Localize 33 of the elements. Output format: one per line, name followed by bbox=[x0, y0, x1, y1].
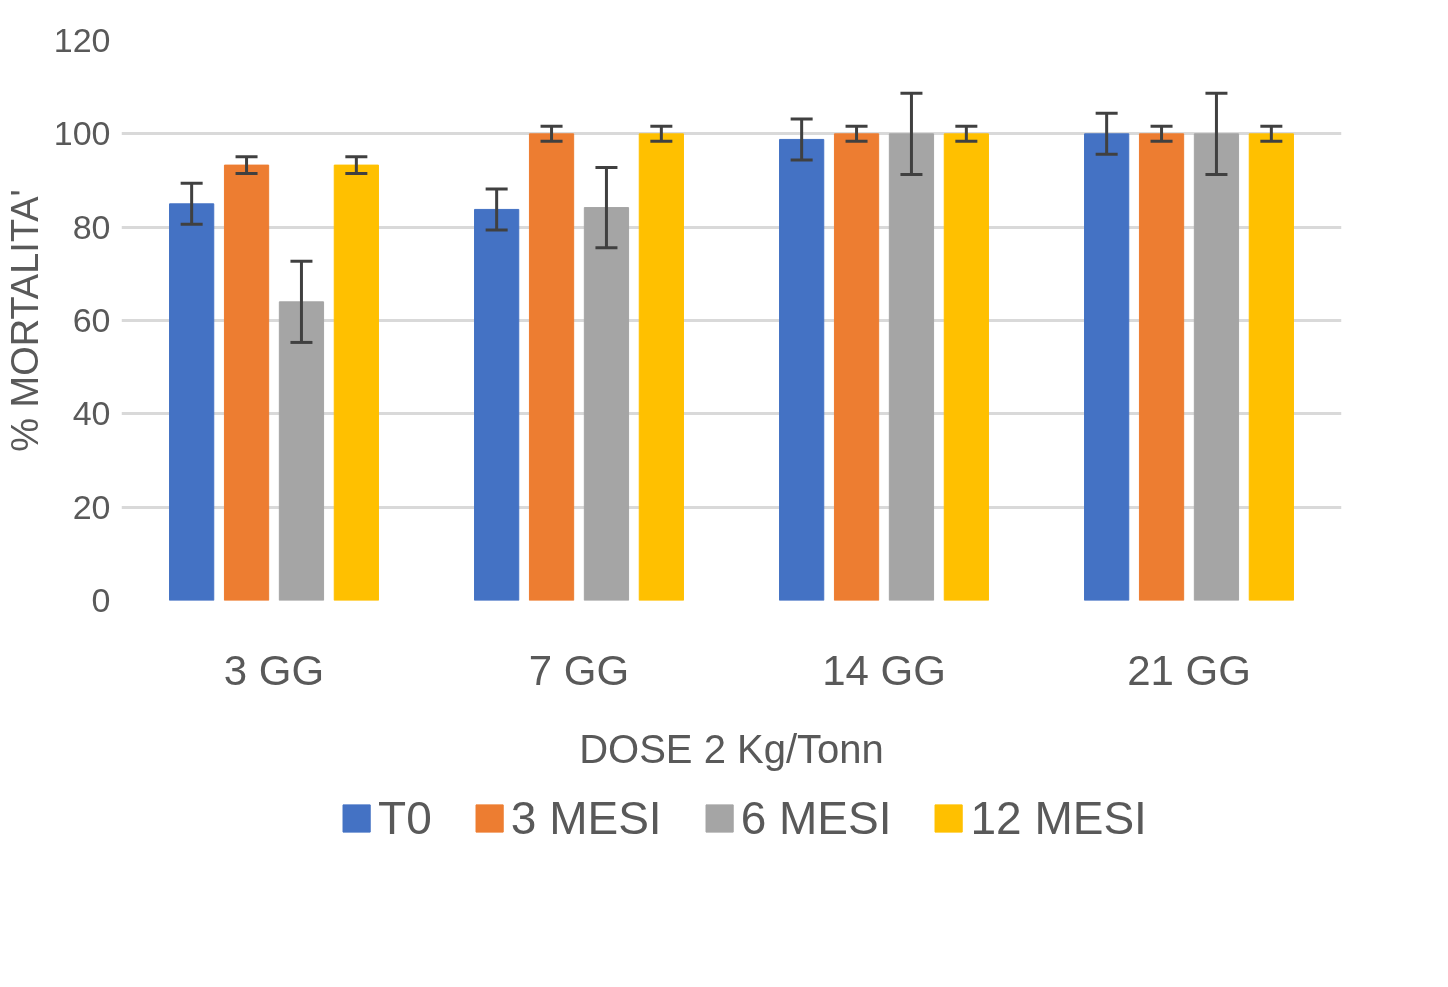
y-tick-label: 100 bbox=[53, 114, 111, 153]
y-tick-label: 60 bbox=[72, 301, 111, 339]
bar bbox=[888, 133, 935, 601]
legend-label: T0 bbox=[378, 791, 432, 845]
bar bbox=[528, 133, 575, 601]
legend-label: 3 MESI bbox=[510, 791, 662, 845]
bar bbox=[1138, 133, 1185, 601]
y-tick-label: 120 bbox=[53, 21, 111, 59]
x-tick-label: 14 GG bbox=[822, 646, 946, 694]
bar bbox=[583, 207, 630, 601]
y-tick-label: 0 bbox=[91, 581, 111, 619]
bar bbox=[779, 138, 825, 601]
bar bbox=[474, 208, 520, 601]
x-axis-title: DOSE 2 Kg/Tonn bbox=[579, 726, 884, 771]
bar bbox=[638, 133, 684, 601]
bar bbox=[1084, 133, 1130, 601]
bar bbox=[223, 164, 270, 601]
bar bbox=[333, 164, 379, 601]
x-tick-label: 3 GG bbox=[223, 646, 325, 694]
bar bbox=[278, 301, 325, 601]
legend-label: 6 MESI bbox=[740, 791, 892, 845]
bar bbox=[169, 203, 215, 601]
x-tick-label: 7 GG bbox=[528, 646, 630, 694]
y-tick-label: 40 bbox=[72, 394, 111, 433]
y-tick-label: 80 bbox=[72, 207, 111, 246]
legend-label: 12 MESI bbox=[970, 791, 1147, 845]
bar bbox=[833, 133, 880, 601]
bar bbox=[1193, 133, 1240, 601]
bar bbox=[1248, 133, 1294, 601]
x-tick-label: 21 GG bbox=[1127, 646, 1251, 694]
y-axis-title: % MORTALITA' bbox=[3, 189, 46, 452]
bar bbox=[943, 133, 989, 601]
y-tick-label: 20 bbox=[72, 487, 111, 526]
